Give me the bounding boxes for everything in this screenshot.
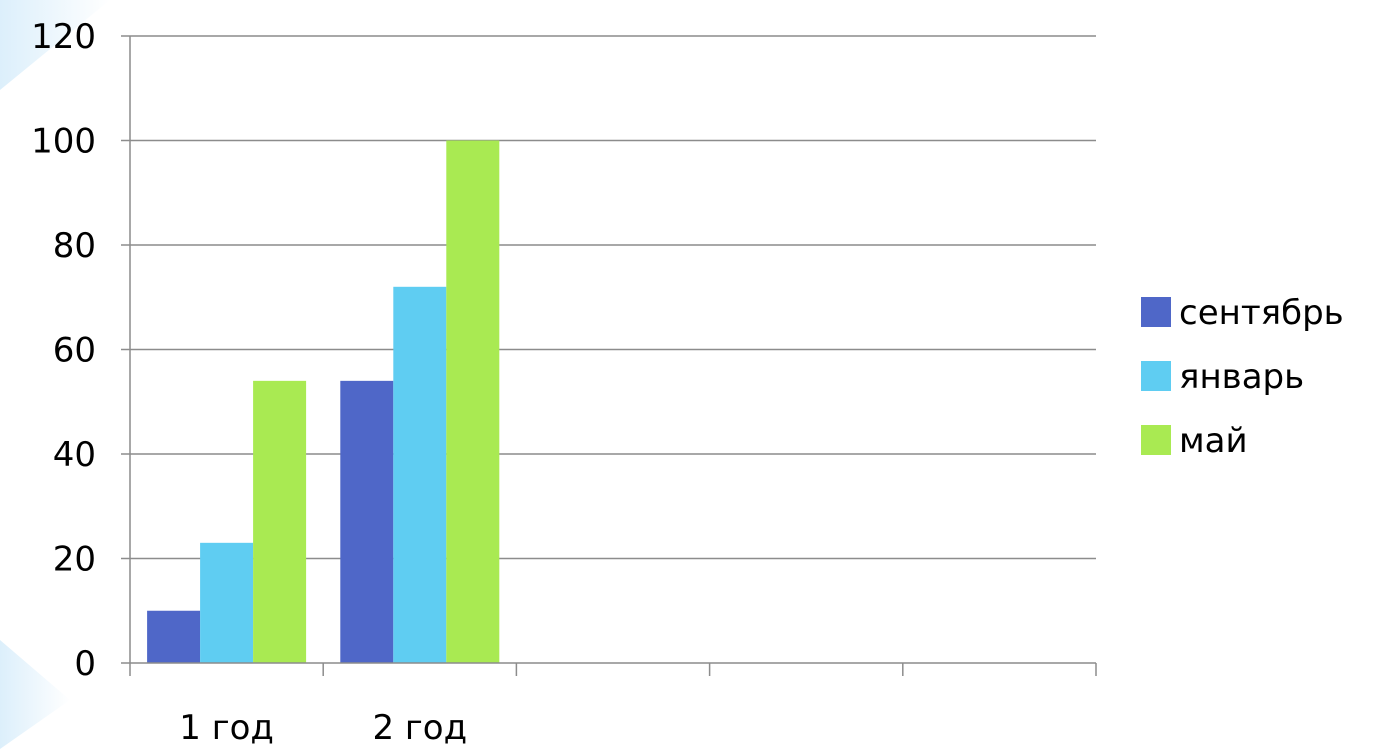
y-tick-label: 40	[53, 435, 96, 475]
bar-май-2 год	[446, 140, 500, 663]
y-tick-label: 60	[53, 331, 96, 371]
x-tick-label: 1 год	[179, 708, 274, 748]
y-tick-label: 80	[53, 226, 96, 266]
y-tick-labels: 0 20 40 60 80 100 120	[31, 17, 96, 684]
bar-январь-1 год	[200, 542, 254, 663]
y-tick-label: 100	[31, 122, 96, 162]
legend-swatch	[1141, 425, 1171, 455]
legend-label: январь	[1179, 357, 1304, 397]
bar-сентябрь-2 год	[340, 380, 394, 663]
background-accent-bottom	[0, 640, 70, 749]
x-tick-labels: 1 год 2 год	[179, 708, 467, 748]
y-tick-label: 20	[53, 540, 96, 580]
legend: сентябрь январь май	[1141, 293, 1344, 461]
y-tick-label: 0	[74, 644, 96, 684]
axes	[121, 35, 1097, 676]
bars	[147, 140, 500, 663]
background-accent-top	[0, 0, 110, 90]
legend-swatch	[1141, 361, 1171, 391]
legend-label: май	[1179, 421, 1248, 461]
bar-май-1 год	[253, 380, 307, 663]
legend-label: сентябрь	[1179, 293, 1344, 333]
x-tick-label: 2 год	[372, 708, 467, 748]
y-tick-label: 120	[31, 17, 96, 57]
bar-сентябрь-1 год	[147, 610, 201, 663]
bar-январь-2 год	[393, 286, 447, 663]
legend-swatch	[1141, 297, 1171, 327]
